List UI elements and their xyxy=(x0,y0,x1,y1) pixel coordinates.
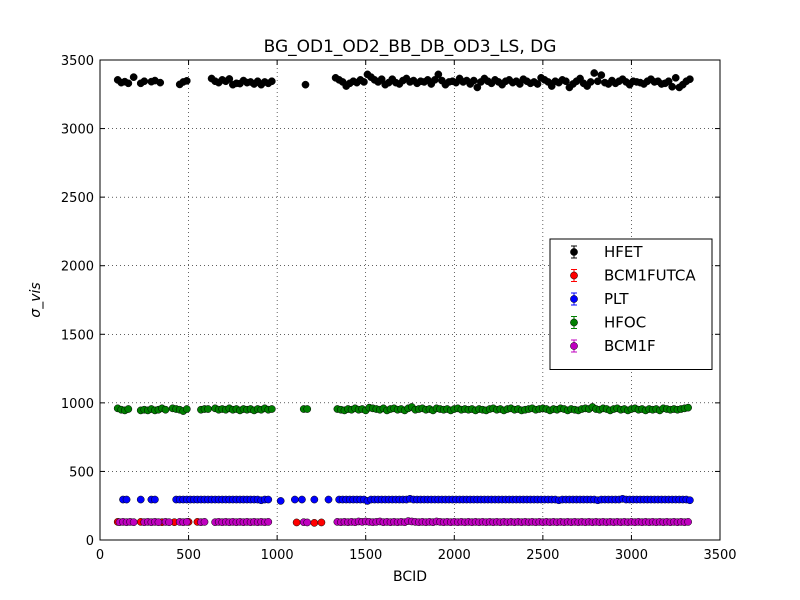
data-point-hfet xyxy=(124,79,133,88)
y-tick-label: 2500 xyxy=(61,191,94,206)
data-point-hfoc xyxy=(303,405,312,413)
data-point-bcm1futca xyxy=(292,518,301,527)
legend: HFET BCM1FUTCA PLT HFOC BCM1F xyxy=(549,238,713,370)
data-points xyxy=(113,69,694,527)
data-point-hfet xyxy=(671,73,680,82)
data-point-hfet xyxy=(664,77,673,86)
data-point-hfet xyxy=(469,76,478,85)
data-point-hfoc xyxy=(684,403,692,412)
data-point-hfet xyxy=(225,75,234,83)
legend-marker-hfet xyxy=(570,248,578,256)
x-tick-label: 2000 xyxy=(438,548,471,563)
data-point-hfoc xyxy=(204,405,212,413)
data-point-plt xyxy=(122,495,131,504)
data-point-plt xyxy=(291,495,299,504)
data-point-hfet xyxy=(668,82,677,91)
data-point-plt xyxy=(686,496,694,505)
data-point-bcm1f xyxy=(154,518,163,527)
data-point-bcm1f xyxy=(264,518,273,526)
data-point-hfoc xyxy=(267,405,276,413)
legend-marker-hfoc xyxy=(570,318,578,327)
data-point-bcm1f xyxy=(182,518,191,526)
y-tick-label: 1500 xyxy=(61,328,94,343)
y-tick-label: 500 xyxy=(69,465,94,480)
legend-label-hfoc: HFOC xyxy=(604,314,646,332)
data-point-bcm1futca xyxy=(310,519,319,527)
x-tick-label: 0 xyxy=(96,548,104,563)
x-tick-label: 3500 xyxy=(703,548,736,563)
legend-label-bcm1f: BCM1F xyxy=(604,337,656,355)
data-point-plt xyxy=(151,495,159,504)
x-tick-label: 1000 xyxy=(261,548,294,563)
data-point-bcm1f xyxy=(303,518,312,527)
data-point-hfet xyxy=(140,77,149,86)
x-axis-label: BCID xyxy=(393,569,427,585)
data-point-hfet xyxy=(182,76,191,85)
y-tick-label: 2000 xyxy=(61,260,94,275)
data-point-hfet xyxy=(301,80,310,89)
data-point-hfet xyxy=(377,75,386,84)
data-point-plt xyxy=(136,495,145,504)
legend-marker-bcm1futca xyxy=(570,271,578,280)
data-point-plt xyxy=(276,497,285,505)
x-tick-label: 2500 xyxy=(526,548,559,563)
data-point-hfet xyxy=(686,75,694,84)
x-tick-label: 500 xyxy=(176,548,201,563)
y-tick-label: 3500 xyxy=(61,54,94,69)
data-point-hfet xyxy=(533,80,542,88)
data-point-bcm1futca xyxy=(317,518,326,527)
plot-frame xyxy=(99,59,721,541)
data-point-hfet xyxy=(267,77,276,86)
data-point-hfoc xyxy=(182,405,191,413)
legend-marker-plt xyxy=(570,295,578,303)
y-tick-label: 3000 xyxy=(61,123,94,138)
y-axis-label: σ_vis xyxy=(28,282,44,317)
legend-label-plt: PLT xyxy=(604,290,629,308)
data-point-hfet xyxy=(473,83,482,92)
data-point-hfet xyxy=(597,71,606,79)
y-tick-label: 1000 xyxy=(61,397,94,412)
data-point-hfet xyxy=(434,70,443,79)
data-point-hfet xyxy=(360,78,368,86)
data-point-hfoc xyxy=(161,405,170,414)
data-point-plt xyxy=(324,495,333,504)
data-point-hfoc xyxy=(124,405,133,413)
legend-label-hfet: HFET xyxy=(604,243,643,261)
legend-marker-bcm1f xyxy=(570,342,578,350)
data-point-hfet xyxy=(562,77,570,86)
data-point-plt xyxy=(264,495,273,504)
data-point-bcm1f xyxy=(200,518,209,526)
axis-ticks: 0 500 1000 1500 2000 2500 3000 3500 0 500 1000 1500… xyxy=(61,54,737,563)
data-point-plt xyxy=(310,495,319,504)
x-tick-label: 1500 xyxy=(349,548,382,563)
chart-title: BG_OD1_OD2_BB_DB_OD3_LS, DG xyxy=(264,37,557,57)
data-point-bcm1f xyxy=(165,518,173,527)
x-tick-label: 3000 xyxy=(615,548,648,563)
data-point-hfet xyxy=(156,78,165,87)
y-tick-label: 0 xyxy=(86,534,94,549)
data-point-hfet xyxy=(590,69,599,77)
data-point-bcm1f xyxy=(129,518,138,527)
data-point-hfet xyxy=(129,73,138,81)
legend-label-bcm1futca: BCM1FUTCA xyxy=(604,267,696,285)
data-point-bcm1f xyxy=(684,518,692,526)
data-point-hfet xyxy=(586,78,595,86)
data-point-plt xyxy=(298,495,306,504)
